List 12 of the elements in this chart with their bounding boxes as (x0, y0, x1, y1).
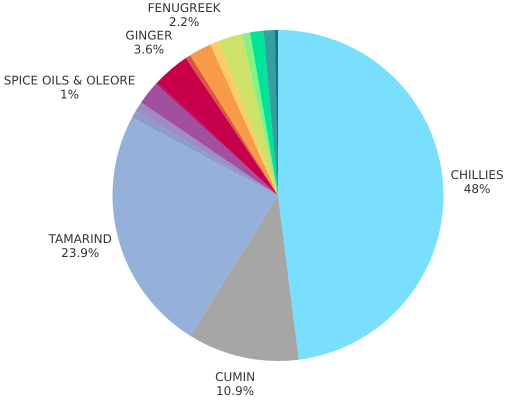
slice-label: CUMIN (215, 370, 256, 384)
slice-label: FENUGREEK (148, 1, 222, 16)
data-label: 2.2% (168, 15, 200, 30)
data-label: 1% (60, 88, 80, 102)
slice-label: GINGER (125, 28, 172, 43)
data-label: 3.6% (134, 42, 164, 57)
slice-label: TAMARIND (48, 232, 112, 246)
data-label: 48% (464, 182, 490, 196)
data-label: 10.9% (216, 384, 254, 398)
slice-label: SPICE OILS & OLEORE (4, 74, 136, 88)
data-label: 23.9% (61, 246, 100, 260)
slice-label: CHILLIES (450, 168, 504, 182)
